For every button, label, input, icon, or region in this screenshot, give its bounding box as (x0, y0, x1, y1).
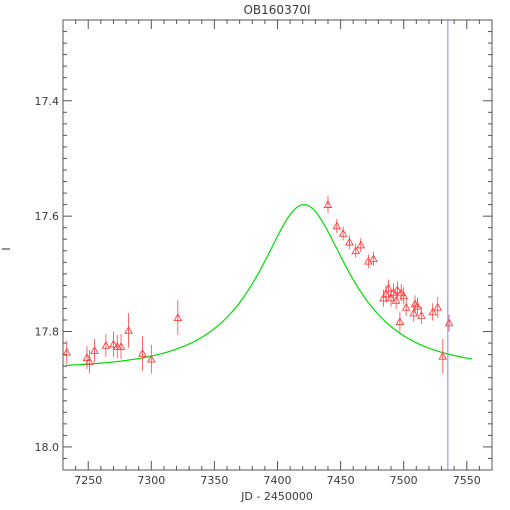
x-tick-label: 7550 (453, 474, 481, 487)
data-point (356, 240, 366, 249)
data-point (401, 302, 411, 311)
data-point (323, 200, 333, 208)
data-point (345, 237, 354, 246)
x-tick-label: 7450 (327, 474, 355, 487)
data-point (384, 283, 393, 292)
x-tick-label: 7500 (390, 474, 418, 487)
data-point (90, 346, 99, 354)
plot-frame (62, 19, 493, 471)
x-tick-label: 7400 (264, 474, 292, 487)
data-point (428, 307, 438, 316)
data-point (413, 301, 422, 310)
data-point (438, 351, 448, 360)
data-point (369, 254, 378, 263)
data-point (138, 348, 147, 357)
chart-title: OB160370I (243, 3, 310, 17)
y-axis-label: I (0, 247, 13, 250)
y-tick-label: 18.0 (35, 441, 60, 454)
y-tick-label: 17.6 (35, 210, 60, 223)
data-point (399, 291, 409, 300)
x-axis-label: JD - 2450000 (240, 490, 313, 503)
data-point (409, 308, 419, 317)
model-curve (65, 204, 472, 367)
data-point (338, 228, 348, 237)
data-point (101, 340, 111, 349)
data-point (173, 313, 183, 322)
y-tick-label: 17.4 (35, 95, 60, 108)
data-point (416, 310, 426, 319)
data-point (146, 354, 156, 363)
x-tick-label: 7300 (137, 474, 165, 487)
x-tick-label: 7350 (200, 474, 228, 487)
data-point (391, 295, 401, 304)
data-point (386, 293, 396, 302)
data-point (351, 246, 361, 255)
data-point (85, 357, 94, 365)
data-point (381, 289, 391, 298)
data-point (124, 325, 133, 334)
data-point (393, 285, 402, 294)
data-point (82, 352, 92, 361)
data-point (62, 347, 72, 356)
data-point (332, 221, 342, 230)
data-point (396, 288, 406, 297)
data-point (444, 318, 454, 327)
data-point (389, 287, 398, 296)
data-point (109, 339, 118, 348)
plot-area: 7250 7300 7350 7400 7450 7500 7550 17.4 17.6 17.8… (35, 19, 493, 487)
data-point (116, 342, 126, 350)
data-point (395, 317, 405, 326)
data-point (379, 293, 388, 302)
y-tick-label: 17.8 (35, 326, 60, 339)
data-point (433, 302, 443, 311)
x-tick-label: 7250 (74, 474, 102, 487)
